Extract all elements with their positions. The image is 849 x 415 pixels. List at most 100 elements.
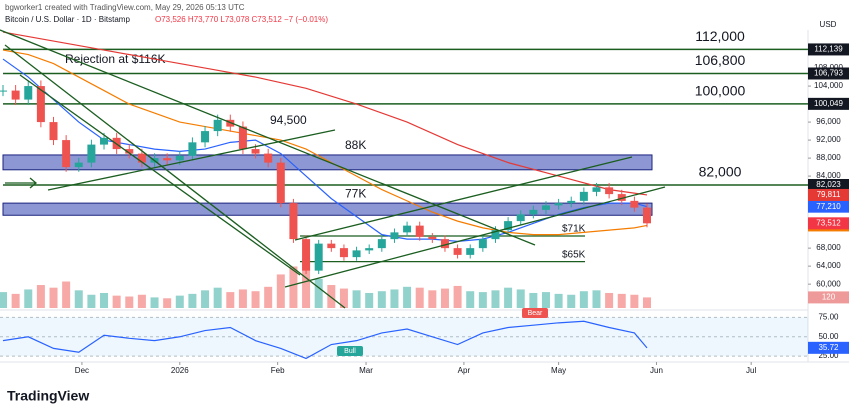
level-badge [808, 179, 849, 192]
volume-bar [529, 292, 538, 308]
ma-badge [808, 188, 849, 201]
volume-bar [276, 274, 285, 308]
volume-bar [365, 292, 374, 308]
y-tick-label: 104,000 [814, 81, 843, 90]
bull-label: Bull [344, 348, 356, 355]
candle-body [415, 225, 424, 237]
candle-body [617, 194, 626, 201]
volume-bar [643, 297, 651, 308]
volume-bar [226, 292, 235, 308]
candle-body [403, 225, 412, 233]
zone [2, 202, 653, 216]
volume-bar [339, 288, 348, 308]
candle-body [440, 239, 449, 249]
volume-bar [478, 292, 487, 308]
volume-bar [163, 298, 172, 308]
rsi-badge [808, 341, 849, 354]
trendline [4, 44, 346, 309]
candle-body [491, 230, 500, 240]
volume-bar [428, 290, 437, 308]
zone-label: 88K [345, 138, 366, 152]
level-badge-text: 100,049 [814, 99, 843, 108]
candle-body [87, 144, 96, 163]
candle-body [339, 248, 348, 258]
volume-bar [440, 288, 449, 308]
volume-bar [314, 278, 323, 308]
candle-body [314, 243, 323, 271]
volume-bar [74, 290, 83, 308]
level-badge [808, 43, 849, 56]
annotation: 94,500 [270, 113, 307, 127]
candle-body [74, 162, 83, 168]
candle-body [137, 153, 146, 163]
trendline [19, 74, 301, 276]
volume-bar [36, 285, 45, 308]
volume-bar [125, 296, 134, 308]
volume-bar [201, 290, 210, 308]
volume-bar [491, 290, 500, 308]
volume-bar [100, 292, 109, 308]
candle-body [163, 158, 172, 161]
volume-bar [289, 266, 298, 308]
volume-bar [554, 293, 563, 308]
candle-body [251, 149, 260, 154]
volume-bar [87, 294, 96, 308]
volume-bar [251, 291, 260, 308]
volume-bar [213, 287, 222, 308]
volume-bar [302, 258, 311, 308]
level-badge-text: 106,793 [814, 69, 843, 78]
volume-bar [137, 294, 146, 308]
volume-bar [617, 293, 626, 308]
volume-bar [390, 289, 399, 308]
candle-body [643, 207, 651, 224]
y-tick-label: 96,000 [816, 117, 841, 126]
volume-bar [0, 292, 7, 308]
x-tick-label: Mar [359, 366, 373, 375]
x-tick-label: Jun [650, 366, 663, 375]
volume-badge-text: 120 [822, 293, 836, 302]
candle-body [554, 203, 563, 206]
volume-bar [516, 289, 525, 308]
logo: TradingView [7, 388, 89, 404]
candle-body [428, 236, 437, 240]
level-caption: 100,000 [695, 83, 746, 99]
x-tick-label: 2026 [171, 366, 189, 375]
support-label: $71K [562, 224, 586, 235]
rsi-tick-label: 75.00 [818, 313, 839, 322]
ohlc: O73,526 H73,770 L73,078 C73,512 −7 (−0.0… [155, 15, 328, 24]
volume-bar [541, 292, 550, 308]
volume-bar [238, 289, 247, 308]
y-tick-label: 88,000 [816, 153, 841, 162]
volume-bar [24, 289, 33, 308]
zone [2, 154, 653, 171]
candle-body [529, 209, 538, 215]
candle-body [276, 162, 285, 204]
level-caption: 112,000 [695, 28, 745, 44]
x-tick-label: May [551, 366, 566, 375]
trendline [47, 129, 336, 191]
volume-bar [377, 291, 386, 308]
candle-body [327, 243, 336, 249]
arrow-head [29, 177, 38, 189]
candle-body [592, 187, 601, 192]
credit: bgworker1 created with TradingView.com, … [5, 3, 245, 12]
candle-body [100, 137, 109, 145]
y-tick-label: 64,000 [816, 261, 841, 270]
rsi-line [2, 320, 648, 360]
volume-bar [453, 285, 462, 308]
candle-body [567, 200, 576, 204]
x-tick-label: Feb [271, 366, 285, 375]
candle-body [579, 191, 588, 201]
zone-label: 77K [345, 186, 366, 200]
candle-body [541, 205, 550, 210]
candle-body [62, 140, 71, 168]
candle-body [453, 248, 462, 255]
trendline [284, 186, 666, 288]
rsi-tick-label: 50.00 [818, 332, 839, 341]
annotation: Rejection at $116K [65, 52, 166, 66]
volume-bar [264, 286, 273, 308]
bull-badge [337, 346, 363, 356]
candle-body [36, 86, 45, 123]
candle-body [49, 122, 58, 141]
